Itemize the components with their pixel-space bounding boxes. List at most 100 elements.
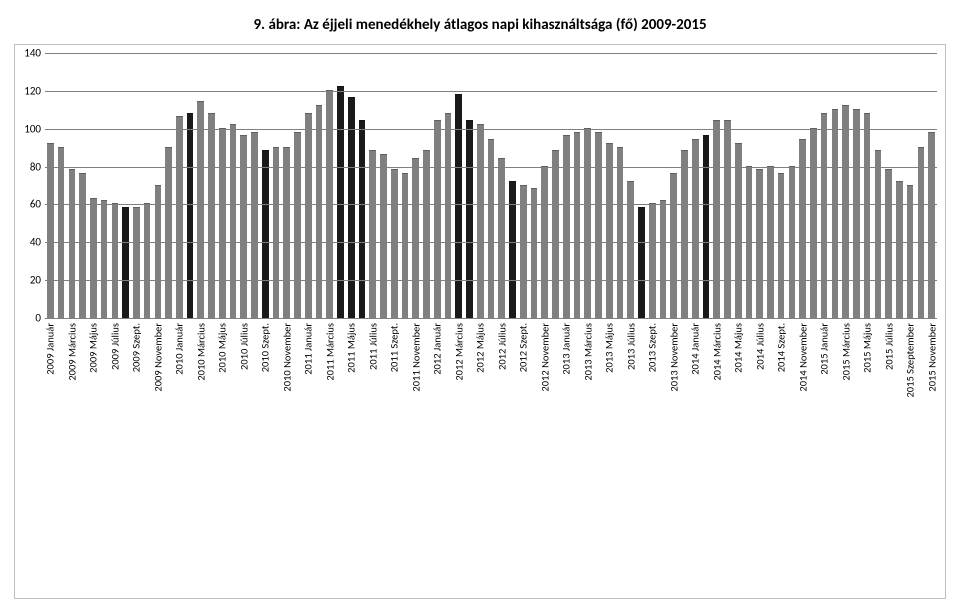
x-tick-label: 2015 November [925,323,938,392]
bar [810,128,817,318]
x-tick-label: 2012 November [538,323,551,392]
bar [369,150,376,318]
bar [122,207,129,318]
gridline [45,280,937,281]
y-tick-label: 0 [17,312,41,325]
x-tick-label: 2011 Március [323,323,336,381]
x-tick-label: 2014 Március [710,323,723,381]
x-tick-label: 2013 Március [581,323,594,381]
bar [681,150,688,318]
bar [133,207,140,318]
bar [402,173,409,318]
x-tick-label: 2013 Július [624,323,637,370]
bar [660,200,667,318]
x-tick-label: 2014 Május [732,323,745,373]
x-tick-label: 2013 Szept. [646,323,659,372]
bar [101,200,108,318]
x-tick-label: 2012 Szept. [517,323,530,372]
x-tick-label: 2012 Július [495,323,508,370]
bar [90,198,97,318]
gridline [45,204,937,205]
bar [617,147,624,318]
gridline [45,167,937,168]
bar [821,113,828,318]
bar [283,147,290,318]
x-tick-label: 2011 Július [366,323,379,370]
bar [112,203,119,318]
bar [918,147,925,318]
x-tick-label: 2010 November [280,323,293,392]
bar [391,169,398,318]
y-tick-label: 140 [17,47,41,60]
x-tick-label: 2013 Január [560,323,573,375]
bar [842,105,849,318]
y-tick-label: 100 [17,122,41,135]
bar [230,124,237,318]
bar [176,116,183,318]
bar [273,147,280,318]
bar [466,120,473,318]
page-container: { "chart": { "type": "bar", "title": "9.… [0,0,960,613]
bar [778,173,785,318]
bar [670,173,677,318]
bar [563,135,570,318]
bar [713,120,720,318]
gridline [45,53,937,54]
x-tick-label: 2011 Május [345,323,358,373]
bar [219,128,226,318]
bar [477,124,484,318]
x-tick-label: 2010 Július [237,323,250,370]
bar [79,173,86,318]
bar [445,113,452,318]
x-tick-label: 2014 Január [689,323,702,375]
y-tick-label: 120 [17,84,41,97]
bar [187,113,194,318]
bar [316,105,323,318]
bar [348,97,355,318]
y-tick-label: 20 [17,274,41,287]
bar [584,128,591,318]
bars-layer [45,53,937,318]
x-tick-label: 2010 Május [216,323,229,373]
bar [197,101,204,318]
bar [144,203,151,318]
x-tick-label: 2014 November [796,323,809,392]
bar [58,147,65,318]
y-tick-label: 40 [17,236,41,249]
bar [595,132,602,319]
x-tick-label: 2009 Szept. [130,323,143,372]
bar [885,169,892,318]
bar [498,158,505,318]
plot-area [45,53,937,318]
bar [703,135,710,318]
bar [423,150,430,318]
x-tick-label: 2009 Július [108,323,121,370]
bar [627,181,634,318]
bar [337,86,344,318]
x-tick-label: 2013 Május [603,323,616,373]
bar [896,181,903,318]
x-tick-label: 2012 Március [452,323,465,381]
x-tick-label: 2011 Január [302,323,315,375]
x-tick-label: 2011 Szept. [388,323,401,372]
y-tick-label: 80 [17,160,41,173]
x-tick-label: 2010 Szept. [259,323,272,372]
bar [574,132,581,319]
bar [165,147,172,318]
bar [434,120,441,318]
gridline [45,242,937,243]
chart-title: 9. ábra: Az éjjeli menedékhely átlagos n… [0,16,960,34]
x-tick-label: 2014 Szept. [775,323,788,372]
x-tick-label: 2010 Január [173,323,186,375]
bar [875,150,882,318]
bar [455,94,462,318]
bar [251,132,258,319]
bar [853,109,860,318]
bar [735,143,742,318]
bar [552,150,559,318]
bar [380,154,387,318]
bar [240,135,247,318]
x-axis-labels: 2009 Január2009 Március2009 Május2009 Jú… [45,323,937,598]
bar [47,143,54,318]
bar [649,203,656,318]
